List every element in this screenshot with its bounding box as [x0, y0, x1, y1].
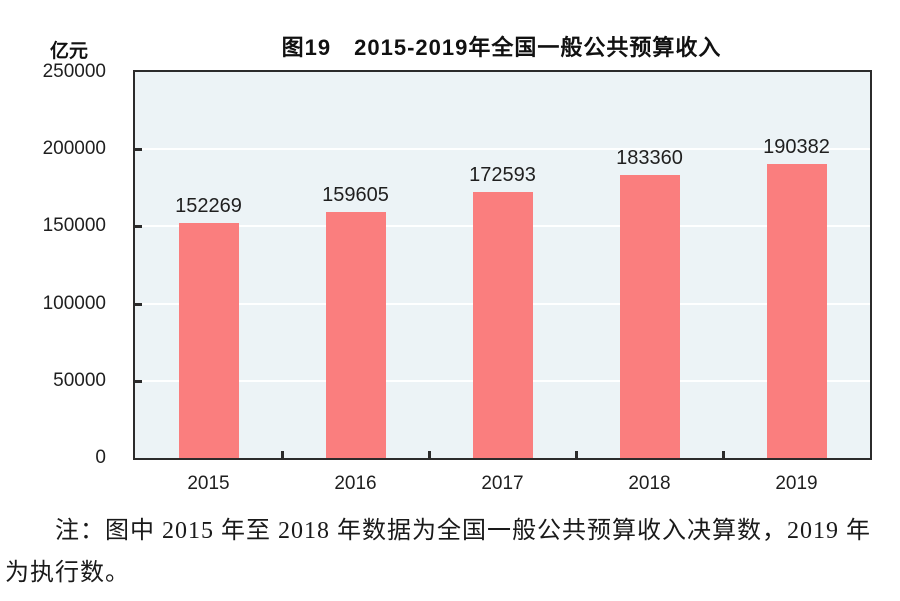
gridline	[135, 148, 870, 151]
x-tick-mark	[427, 451, 431, 458]
x-tick-label-2019: 2019	[775, 473, 818, 494]
y-tick-label: 150000	[42, 215, 106, 237]
x-tick-label-2018: 2018	[628, 473, 671, 494]
y-tick-label: 50000	[53, 369, 106, 391]
y-tick-mark	[135, 148, 142, 152]
bar-2017	[472, 191, 533, 458]
y-tick-label: 0	[95, 447, 106, 468]
bar-value-label: 152269	[175, 194, 242, 217]
x-tick-label-2015: 2015	[187, 473, 230, 494]
y-tick-mark	[135, 379, 142, 383]
bar-value-label: 190382	[763, 136, 830, 159]
y-tick-label: 200000	[42, 138, 106, 160]
x-tick-mark	[280, 451, 284, 458]
y-tick-label: 250000	[42, 61, 106, 82]
bar-2019	[766, 164, 827, 458]
y-tick-label: 100000	[42, 292, 106, 314]
x-tick-mark	[574, 451, 578, 458]
y-tick-mark	[135, 225, 142, 229]
footnote-line-2: 为执行数。	[5, 560, 130, 586]
x-tick-label-2016: 2016	[334, 473, 377, 494]
bar-2016	[325, 211, 386, 458]
chart-title: 图19 2015-2019年全国一般公共预算收入	[281, 35, 722, 60]
bar-2015	[178, 222, 239, 458]
plot-area: 152269 159605 172593 183360 190382	[133, 70, 872, 460]
footnote: 注：图中 2015 年至 2018 年数据为全国一般公共预算收入决算数，2019…	[5, 510, 893, 594]
y-axis-unit-label: 亿元	[49, 41, 88, 62]
y-tick-mark	[135, 302, 142, 306]
x-tick-label-2017: 2017	[481, 473, 524, 494]
footnote-line-1: 注：图中 2015 年至 2018 年数据为全国一般公共预算收入决算数，2019…	[55, 518, 871, 544]
plot-inner: 152269 159605 172593 183360 190382	[135, 72, 870, 458]
x-tick-mark	[721, 451, 725, 458]
bar-value-label: 183360	[616, 146, 683, 169]
bar-value-label: 172593	[469, 163, 536, 186]
bar-2018	[619, 174, 680, 458]
bar-value-label: 159605	[322, 183, 389, 206]
